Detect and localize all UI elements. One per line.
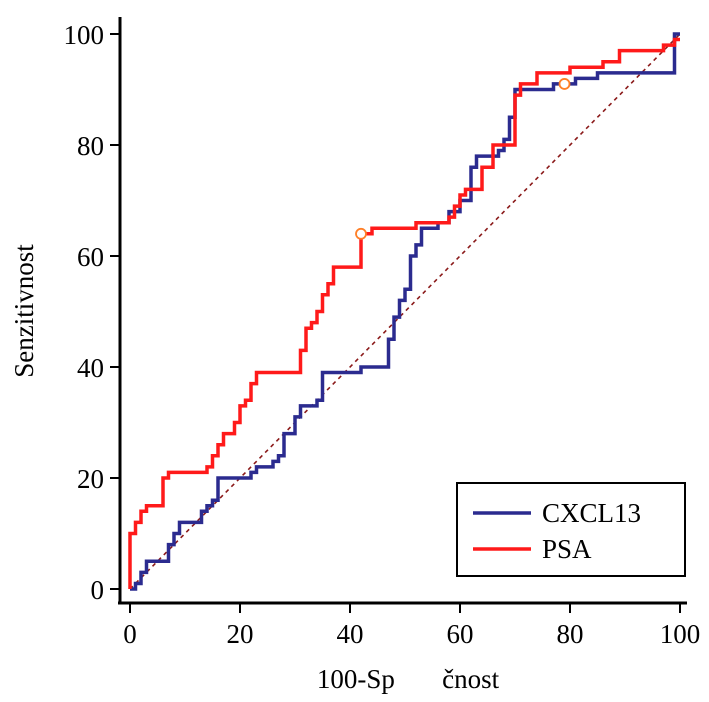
- x-tick-label: 60: [447, 619, 474, 649]
- legend-label-cxcl13: CXCL13: [542, 498, 641, 528]
- x-tick-label: 0: [123, 619, 137, 649]
- y-tick-label: 0: [91, 575, 105, 605]
- legend-box: [456, 482, 686, 577]
- y-tick-label: 40: [77, 353, 104, 383]
- series-layer: [128, 32, 680, 591]
- marker-layer: [355, 78, 571, 240]
- criterion-marker: [558, 78, 571, 90]
- y-tick-label: 100: [64, 20, 105, 50]
- x-tick-label: 80: [557, 619, 584, 649]
- reference-diagonal-line: [129, 33, 681, 590]
- x-tick-label: 20: [227, 619, 254, 649]
- x-axis-title: 100-Sp čnost: [317, 664, 500, 694]
- criterion-marker: [355, 227, 367, 240]
- y-axis-title: Senzitivnost: [9, 244, 39, 378]
- y-axis-ticks: 0 20 40 60 80 100: [64, 20, 120, 605]
- series-line-psa: [128, 37, 680, 589]
- y-tick-label: 20: [77, 464, 104, 494]
- legend: CXCL13 PSA: [456, 482, 686, 577]
- x-tick-label: 40: [337, 619, 364, 649]
- x-axis-ticks: 0 20 40 60 80 100: [123, 603, 700, 649]
- y-tick-label: 80: [77, 131, 104, 161]
- y-tick-label: 60: [77, 242, 104, 272]
- legend-label-psa: PSA: [542, 534, 592, 564]
- x-tick-label: 100: [660, 619, 701, 649]
